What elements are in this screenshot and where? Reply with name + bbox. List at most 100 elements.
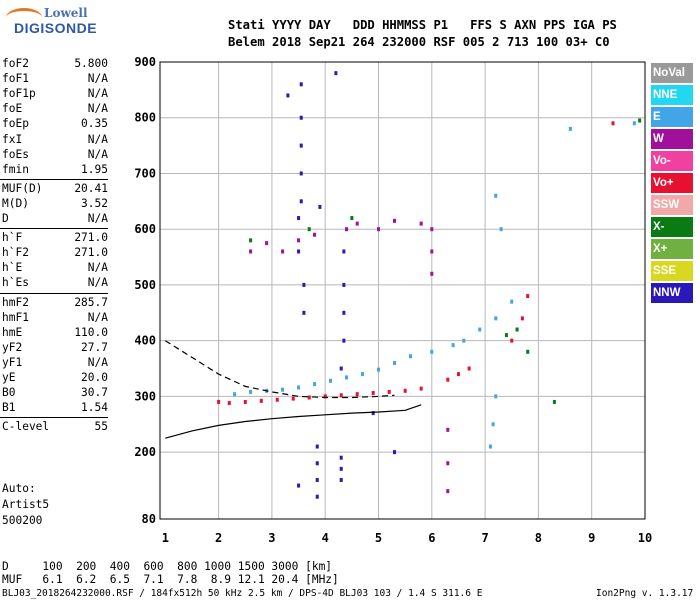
- param-value: 30.7: [81, 386, 108, 400]
- echo-point: [494, 394, 498, 399]
- echo-point: [419, 221, 423, 226]
- echo-point: [313, 382, 317, 387]
- echo-point: [504, 333, 508, 338]
- chart-ticks: 1 2 3 4 5 6 7 8 9 10 80 200 300 400 500 600 700 800 900: [134, 55, 652, 545]
- auto-label: Auto:: [2, 482, 36, 495]
- footer-distance-row: D 100 200 400 600 800 1000 1500 3000 [km…: [2, 560, 333, 573]
- echo-point: [568, 126, 572, 131]
- echo-point: [393, 218, 397, 223]
- param-row-16: hmF1 N/A: [2, 311, 108, 325]
- param-separator: [0, 228, 108, 230]
- echo-point: [515, 327, 519, 332]
- param-value: 1.95: [81, 162, 108, 176]
- param-value: N/A: [87, 102, 108, 116]
- echo-point: [299, 82, 303, 87]
- echo-point: [313, 232, 317, 237]
- echo-point: [345, 227, 349, 232]
- echo-point: [297, 238, 301, 243]
- echo-point: [430, 227, 434, 232]
- echo-point: [249, 238, 253, 243]
- echo-point: [446, 461, 450, 466]
- param-row-5: fxI N/A: [2, 133, 108, 147]
- param-value: 55: [94, 420, 108, 434]
- param-value: 3.52: [81, 196, 108, 210]
- echo-point: [467, 366, 471, 371]
- echo-point: [307, 227, 311, 232]
- echo-point: [339, 393, 343, 398]
- header-labels: Stati YYYY DAY DDD HHMMSS P1 FFS S AXN P…: [228, 18, 617, 32]
- echo-point: [299, 171, 303, 176]
- echo-point: [377, 367, 381, 372]
- echo-point: [430, 349, 434, 354]
- param-row-8: MUF(D) 20.41: [2, 182, 108, 196]
- param-value: N/A: [87, 212, 108, 225]
- x-tick-label: 4: [322, 531, 329, 545]
- echo-point: [339, 366, 343, 371]
- y-tick-label: 80: [142, 512, 156, 526]
- param-key: h`Es: [2, 276, 29, 290]
- echo-point: [510, 299, 514, 304]
- echo-point: [315, 461, 319, 466]
- param-value: N/A: [87, 147, 108, 161]
- echo-point: [302, 282, 306, 287]
- param-key: h`E: [2, 261, 23, 275]
- echo-point: [315, 444, 319, 449]
- y-tick-label: 800: [134, 111, 156, 125]
- param-key: yF2: [2, 340, 23, 354]
- echo-point: [334, 71, 338, 76]
- legend-item-ssw: SSW: [651, 195, 693, 215]
- param-row-1: foF1 N/A: [2, 72, 108, 86]
- echo-point: [329, 378, 333, 383]
- param-key: foEs: [2, 147, 29, 161]
- echo-point: [387, 389, 391, 394]
- echo-point: [249, 249, 253, 254]
- legend-item-nne: NNE: [651, 85, 693, 105]
- param-key: foF1: [2, 72, 29, 86]
- param-key: yE: [2, 371, 16, 384]
- param-row-14: h`Es N/A: [2, 276, 108, 290]
- param-key: C-level: [2, 420, 50, 434]
- y-tick-label: 400: [134, 334, 156, 348]
- x-tick-label: 9: [588, 531, 595, 545]
- legend-item-w: W: [651, 129, 693, 149]
- echo-point: [275, 397, 279, 402]
- param-value: N/A: [87, 355, 108, 369]
- echo-point: [510, 338, 514, 343]
- logo-line-digisonde: DIGISONDE: [14, 20, 98, 36]
- param-key: fxI: [2, 132, 23, 146]
- param-value: 271.0: [74, 231, 108, 245]
- param-value: N/A: [87, 132, 108, 146]
- logo-arc-icon: [6, 8, 42, 27]
- echo-point: [494, 316, 498, 321]
- param-key: foF1p: [2, 87, 36, 101]
- legend-item-nnw: NNW: [651, 283, 693, 303]
- footer-muf-row: MUF 6.1 6.2 6.5 7.1 7.8 8.9 12.1 20.4 [M…: [2, 573, 339, 586]
- echo-point: [520, 316, 524, 321]
- echo-point: [393, 360, 397, 365]
- echo-point: [227, 401, 231, 406]
- echo-point: [339, 466, 343, 471]
- param-row-20: yE 20.0: [2, 371, 108, 385]
- echo-point: [297, 483, 301, 488]
- y-tick-label: 700: [134, 166, 156, 180]
- header-values: Belem 2018 Sep21 264 232000 RSF 005 2 71…: [228, 35, 610, 49]
- echo-point: [299, 199, 303, 204]
- param-value: 0.35: [81, 117, 108, 131]
- echo-point: [345, 375, 349, 380]
- echo-point: [361, 372, 365, 377]
- param-row-21: B0 30.7: [2, 386, 108, 400]
- echo-point: [342, 249, 346, 254]
- y-tick-label: 500: [134, 278, 156, 292]
- param-value: 5.800: [74, 57, 108, 70]
- echo-point: [491, 422, 495, 427]
- echo-point: [638, 118, 642, 123]
- echo-point: [355, 221, 359, 226]
- echo-point: [318, 204, 322, 209]
- param-value: N/A: [87, 72, 108, 86]
- echo-point: [446, 377, 450, 382]
- legend-item-x: X-: [651, 217, 693, 237]
- chart-frame: [159, 61, 646, 520]
- param-value: 285.7: [74, 295, 108, 309]
- param-row-12: h`F2 271.0: [2, 246, 108, 260]
- echo-point: [342, 282, 346, 287]
